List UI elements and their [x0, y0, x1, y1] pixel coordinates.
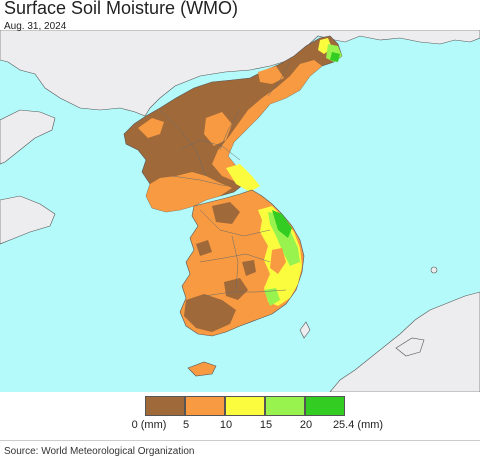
- legend-label-2: 10: [219, 419, 233, 431]
- legend-swatch-0: [145, 396, 185, 416]
- map-date: Aug. 31, 2024: [4, 21, 67, 32]
- legend-swatch-1: [185, 396, 225, 416]
- nk-orange-east: [212, 60, 322, 182]
- source-credit: Source: World Meteorological Organizatio…: [0, 440, 480, 460]
- land-west-peninsula: [0, 109, 56, 165]
- province-borders: [159, 61, 291, 297]
- sk-orange-inner: [270, 248, 286, 274]
- legend-label-0: 0 (mm): [131, 419, 167, 431]
- nk-east-yellow: [226, 164, 260, 192]
- region-ulleungdo: [430, 266, 438, 274]
- legend: 0 (mm) 5 10 15 20 25.4 (mm): [0, 392, 480, 438]
- legend-label-4: 20: [299, 419, 313, 431]
- legend-label-3: 15: [259, 419, 273, 431]
- legend-swatch-2: [225, 396, 265, 416]
- nk-orange-south: [146, 172, 232, 212]
- region-jeju: [187, 361, 217, 377]
- land-north: [0, 30, 480, 117]
- sk-brown-west: [196, 240, 212, 256]
- sk-brown-northwest: [212, 202, 240, 224]
- sk-lightgreen-east: [268, 212, 300, 266]
- legend-swatch-3: [265, 396, 305, 416]
- legend-label-5: 25.4 (mm): [332, 419, 384, 431]
- map-area[interactable]: [0, 30, 480, 392]
- nk-orange-north: [258, 66, 284, 84]
- sk-lightgreen-southeast: [264, 288, 280, 306]
- sk-brown-center: [242, 260, 256, 276]
- land-japan-kyushu-honshu: [329, 291, 480, 392]
- legend-label-1: 5: [182, 419, 190, 431]
- legend-swatch-4: [305, 396, 345, 416]
- nk-orange-west: [138, 118, 164, 138]
- nk-northeast-darkgreen: [330, 52, 340, 62]
- sk-darkgreen-east: [272, 210, 292, 238]
- map-canvas: [0, 30, 480, 392]
- sk-brown-southwest: [184, 294, 236, 332]
- land-shandong: [0, 195, 56, 245]
- land-tsushima: [299, 321, 311, 339]
- map-title: Surface Soil Moisture (WMO): [4, 0, 239, 18]
- land-japan-island: [395, 337, 425, 357]
